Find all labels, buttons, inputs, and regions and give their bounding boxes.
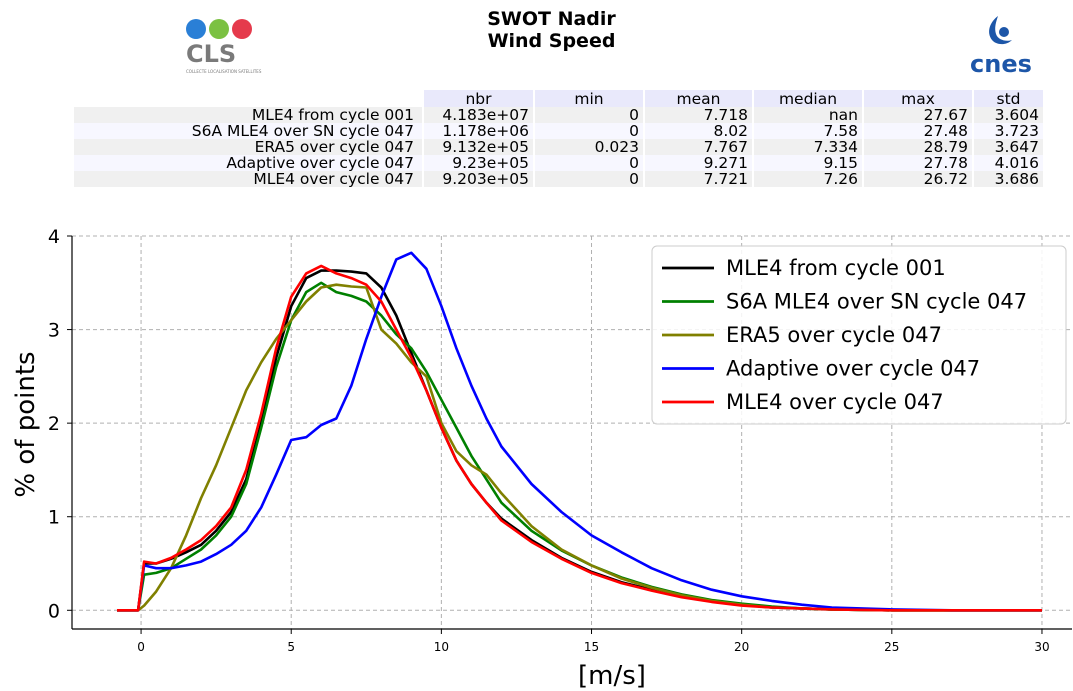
cell: 0: [535, 171, 643, 187]
cell: 0: [535, 107, 643, 123]
x-axis-label: [m/s]: [578, 661, 646, 691]
cnes-logo-text: cnes: [970, 50, 1032, 76]
legend-label-0: MLE4 from cycle 001: [726, 256, 946, 280]
y-tick-label: 3: [48, 320, 60, 342]
legend-label-1: S6A MLE4 over SN cycle 047: [726, 290, 1027, 314]
row-label: MLE4 from cycle 001: [74, 107, 422, 123]
y-axis-label: % of points: [11, 351, 41, 497]
cell: nan: [754, 107, 862, 123]
cell: 7.767: [645, 139, 752, 155]
row-label: MLE4 over cycle 047: [74, 171, 422, 187]
legend-label-3: Adaptive over cycle 047: [726, 357, 980, 381]
axes: 0 5 10 15 20 25 30 0 1 2 3 4 [m/s] % of points: [11, 226, 1072, 691]
cell: 9.203e+05: [424, 171, 533, 187]
cell: 0: [535, 155, 643, 171]
stats-row: MLE4 over cycle 047 9.203e+05 0 7.721 7.…: [74, 171, 1043, 187]
chart-title: SWOT Nadir Wind Speed: [0, 8, 1073, 52]
series-line-4: [117, 264, 1042, 612]
legend-label-2: ERA5 over cycle 047: [726, 323, 942, 347]
x-tick-label: 5: [287, 640, 295, 654]
legend: MLE4 from cycle 001 S6A MLE4 over SN cycl…: [651, 245, 1067, 425]
y-tick-label: 2: [48, 413, 60, 435]
stats-row: MLE4 from cycle 001 4.183e+07 0 7.718 na…: [74, 107, 1043, 123]
cls-logo-text: CLS: [186, 40, 236, 68]
x-tick-label: 15: [584, 640, 599, 654]
cnes-logo: cnes: [970, 16, 1032, 76]
x-tick-label: 20: [734, 640, 749, 654]
cnes-logo-dot: [999, 27, 1009, 37]
series-line-3: [117, 251, 1042, 612]
row-label: ERA5 over cycle 047: [74, 139, 422, 155]
cnes-logo-swoosh: [989, 16, 1012, 45]
cls-logo-subtext: COLLECTE LOCALISATION SATELLITES: [186, 69, 262, 74]
cell: 8.02: [645, 123, 752, 139]
cls-logo-red-circle: [232, 19, 252, 39]
col-header: min: [535, 90, 643, 107]
cell: 27.48: [864, 123, 972, 139]
cell: 4.183e+07: [424, 107, 533, 123]
cell: 7.721: [645, 171, 752, 187]
title-line-2: Wind Speed: [487, 30, 616, 52]
y-tick-label: 4: [48, 226, 60, 248]
cell: 27.67: [864, 107, 972, 123]
col-header: max: [864, 90, 972, 107]
cell: 7.334: [754, 139, 862, 155]
stats-row: Adaptive over cycle 047 9.23e+05 0 9.271…: [74, 155, 1043, 171]
x-tick-label: 10: [434, 640, 449, 654]
stats-row: ERA5 over cycle 047 9.132e+05 0.023 7.76…: [74, 139, 1043, 155]
x-tick-label: 25: [884, 640, 899, 654]
cell: 3.604: [974, 107, 1043, 123]
cls-logo-green-circle: [209, 19, 229, 39]
col-header: nbr: [424, 90, 533, 107]
col-header: median: [754, 90, 862, 107]
legend-label-4: MLE4 over cycle 047: [726, 390, 944, 414]
series-lines: [117, 251, 1042, 612]
x-tick-label: 0: [137, 640, 145, 654]
cell: 7.26: [754, 171, 862, 187]
col-header: mean: [645, 90, 752, 107]
row-label: Adaptive over cycle 047: [74, 155, 422, 171]
stats-header-row: nbr min mean median max std: [74, 90, 1043, 107]
cell: 3.647: [974, 139, 1043, 155]
cell: 9.271: [645, 155, 752, 171]
cell: 1.178e+06: [424, 123, 533, 139]
cell: 26.72: [864, 171, 972, 187]
cell: 4.016: [974, 155, 1043, 171]
cell: 0: [535, 123, 643, 139]
row-label: S6A MLE4 over SN cycle 047: [74, 123, 422, 139]
y-tick-label: 1: [48, 507, 60, 529]
stats-table: nbr min mean median max std MLE4 from cy…: [72, 90, 1045, 187]
cls-logo: CLS COLLECTE LOCALISATION SATELLITES: [186, 19, 262, 74]
x-tick-label: 30: [1034, 640, 1049, 654]
cell: 3.686: [974, 171, 1043, 187]
y-tick-label: 0: [48, 600, 60, 622]
title-line-1: SWOT Nadir: [487, 8, 616, 30]
cell: 9.132e+05: [424, 139, 533, 155]
cell: 7.58: [754, 123, 862, 139]
cell: 27.78: [864, 155, 972, 171]
legend-box: [651, 245, 1067, 425]
cell: 3.723: [974, 123, 1043, 139]
cell: 9.23e+05: [424, 155, 533, 171]
col-header: std: [974, 90, 1043, 107]
cls-logo-blue-circle: [186, 19, 206, 39]
cell: 7.718: [645, 107, 752, 123]
cell: 0.023: [535, 139, 643, 155]
cell: 9.15: [754, 155, 862, 171]
cell: 28.79: [864, 139, 972, 155]
stats-row: S6A MLE4 over SN cycle 047 1.178e+06 0 8…: [74, 123, 1043, 139]
